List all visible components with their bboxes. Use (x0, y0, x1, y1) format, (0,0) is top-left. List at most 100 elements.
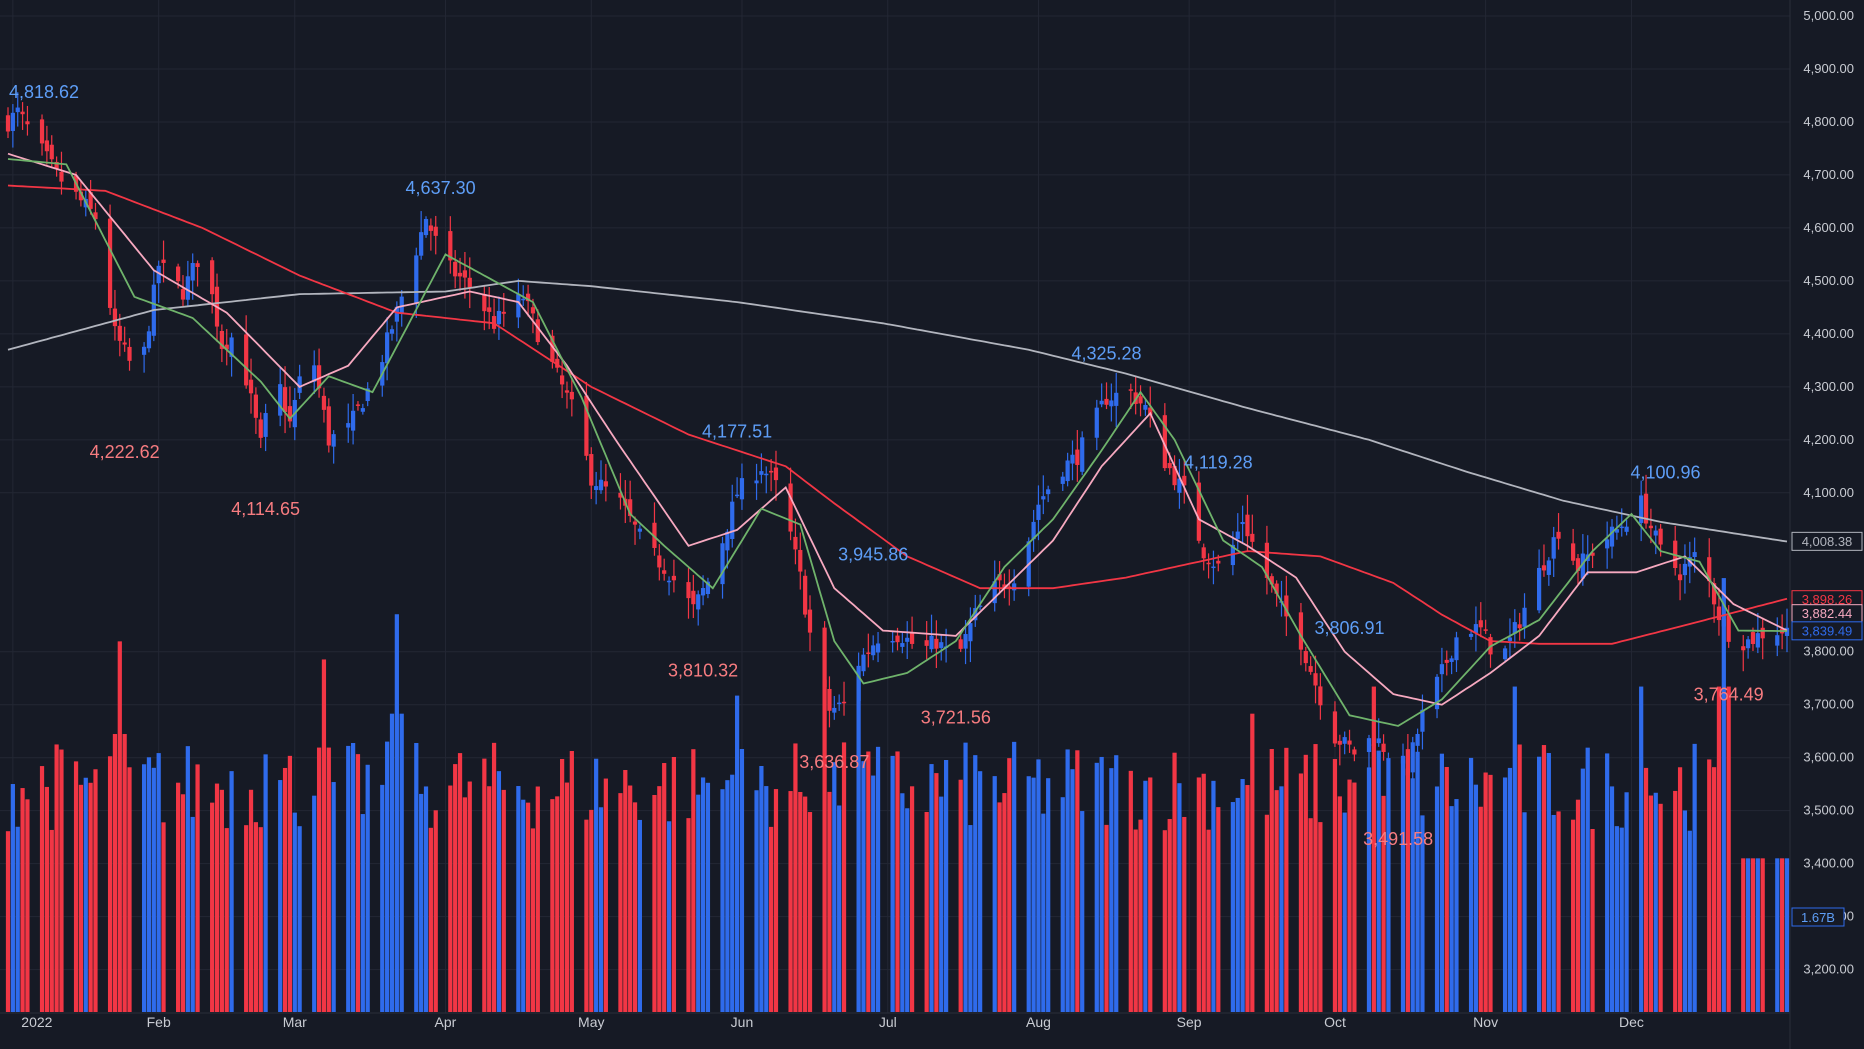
candle-body (963, 634, 968, 649)
volume-bar (943, 759, 949, 1012)
candle-body (433, 226, 438, 236)
candle-body (316, 365, 322, 389)
candle-body (389, 329, 395, 334)
candle-body (1502, 648, 1508, 660)
volume-bar (1444, 766, 1449, 1012)
candle-body (1478, 620, 1483, 628)
candle-body (589, 454, 594, 486)
volume-bar (700, 777, 706, 1012)
candle-body (312, 365, 317, 382)
candle-body (5, 115, 11, 132)
candle-body (871, 645, 876, 656)
price-tags: 4,008.38 3,898.263,882.44 3,839.49 1.67B (1791, 531, 1863, 927)
volume-bar (15, 826, 20, 1012)
volume-bar (73, 761, 79, 1012)
candle-body (1546, 560, 1551, 575)
volume-bar (399, 713, 404, 1012)
candle-body (321, 395, 327, 410)
candle-body (423, 218, 429, 236)
volume-bar (788, 791, 793, 1012)
volume-bar (1614, 826, 1619, 1012)
volume-bar (598, 807, 604, 1012)
price-tag-label: 3,882.44 (1802, 606, 1853, 621)
volume-bar (253, 822, 259, 1012)
volume-bar (44, 786, 49, 1012)
volume-bar (1235, 797, 1240, 1012)
volume-bar (1585, 747, 1590, 1012)
candle-body (1031, 521, 1036, 540)
candle-body (1211, 566, 1216, 569)
candle-body (1410, 742, 1415, 773)
volume-bar (769, 826, 774, 1012)
volume-bar (127, 767, 132, 1012)
volume-bar (1342, 812, 1347, 1012)
candle-body (1046, 489, 1051, 495)
candle-body (1381, 743, 1386, 752)
volume-bar (380, 784, 385, 1012)
volume-bar (992, 776, 997, 1012)
candle-body (1536, 567, 1542, 611)
candle-body (156, 265, 161, 284)
price-annotation: 3,636.87 (799, 752, 869, 772)
volume-bar (856, 677, 861, 1012)
candle-body (968, 623, 973, 642)
volume-bar (190, 816, 195, 1012)
price-annotation: 4,119.28 (1184, 453, 1253, 473)
x-tick-label: Mar (283, 1014, 307, 1030)
volume-bar (1454, 799, 1459, 1012)
volume-bar (1780, 858, 1785, 1012)
candle-body (1400, 755, 1406, 764)
candle-body (1060, 476, 1065, 484)
candle-body (1439, 664, 1445, 675)
candle-body (832, 707, 837, 713)
candle-body (419, 232, 424, 256)
candle-body (1313, 673, 1318, 686)
volume-bar (292, 812, 297, 1012)
volume-bar (224, 828, 229, 1012)
candle-body (414, 255, 419, 304)
candle-body (1624, 526, 1629, 532)
volume-bar (467, 781, 472, 1012)
volume-bar (1303, 754, 1308, 1012)
candle-body (185, 276, 190, 300)
volume-bar (1478, 806, 1483, 1012)
price-tag-label: 4,008.38 (1802, 534, 1853, 549)
y-tick-label: 3,200.00 (1803, 962, 1854, 977)
volume-bar (1065, 749, 1070, 1012)
price-annotation: 3,764.49 (1694, 685, 1764, 705)
volume-bar (1250, 713, 1255, 1012)
volume-bar (1750, 858, 1756, 1012)
candle-body (448, 231, 453, 261)
candle-body (1784, 627, 1790, 636)
volume-bar (1012, 741, 1017, 1012)
volume-bar (195, 764, 200, 1012)
volume-bar (1128, 770, 1133, 1012)
candle-body (49, 144, 54, 160)
volume-bar (1080, 811, 1085, 1012)
candle-body (331, 434, 336, 447)
candle-body (535, 319, 540, 343)
candle-body (1541, 565, 1547, 571)
volume-bar (1298, 773, 1304, 1012)
candle-body (769, 470, 774, 473)
volume-bar (107, 756, 113, 1012)
volume-bar (112, 734, 118, 1012)
volume-bar (1512, 686, 1517, 1012)
candle-body (20, 111, 25, 115)
volume-bar (1784, 858, 1790, 1012)
candle-body (1352, 749, 1357, 755)
candle-body (501, 311, 506, 314)
volume-bar (1468, 757, 1474, 1012)
y-tick-label: 4,800.00 (1803, 114, 1854, 129)
y-tick-label: 4,600.00 (1803, 220, 1854, 235)
candle-body (210, 260, 215, 295)
volume-bar (1172, 752, 1177, 1012)
y-tick-label: 3,500.00 (1803, 803, 1854, 818)
candle-body (1201, 547, 1206, 559)
volume-bar (93, 769, 98, 1012)
candle-body (1653, 530, 1658, 536)
candle-body (798, 549, 803, 572)
candle-body (1420, 709, 1425, 732)
